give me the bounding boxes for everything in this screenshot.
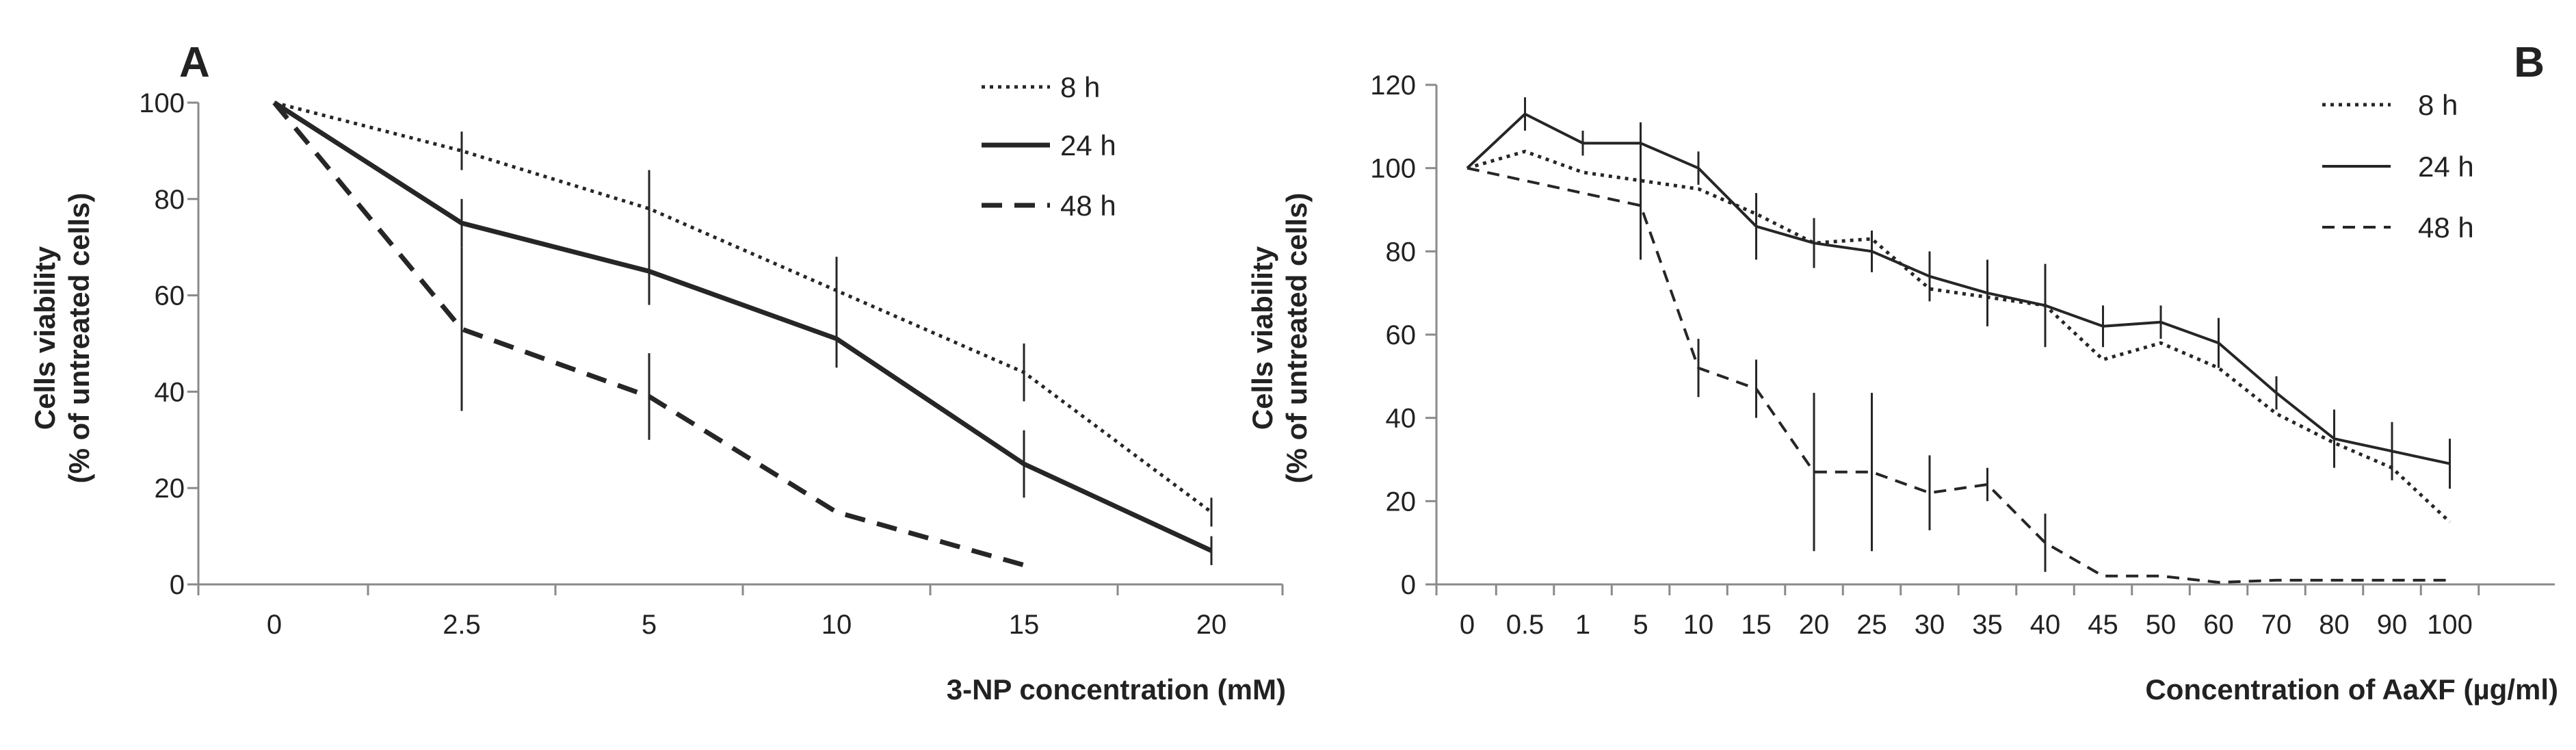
- y-tick-label: 80: [155, 185, 185, 215]
- y-tick-label: 20: [155, 474, 185, 504]
- panel-b-y-ticks: 0 20 40 60 80 100 120: [1370, 70, 1436, 600]
- panel-a-legend-label-48h: 48 h: [1060, 190, 1116, 222]
- x-tick-label: 5: [642, 610, 657, 640]
- panel-a-x-ticks: 0 2.5 5 10 15 20: [197, 584, 1284, 640]
- panel-b-legend-label-8h: 8 h: [2418, 89, 2458, 121]
- x-tick-label: 1: [1575, 610, 1590, 640]
- y-tick-label: 120: [1370, 70, 1416, 101]
- x-tick-label: 2.5: [443, 610, 481, 640]
- x-tick-label: 90: [2377, 610, 2408, 640]
- x-tick-label: 20: [1196, 610, 1227, 640]
- series-line-24h: [273, 101, 1213, 553]
- panel-b-series: [1466, 97, 2452, 584]
- x-tick-label: 15: [1741, 610, 1772, 640]
- panel-b-x-axis-title: Concentration of AaXF (µg/ml): [2145, 673, 2558, 706]
- x-tick-label: 10: [1683, 610, 1714, 640]
- x-tick-label: 20: [1799, 610, 1830, 640]
- panel-b-x-ticks: 0 0.5 1 5 10 15 20 25 30 35 40 45 50 60 70 80 90 100: [1435, 584, 2480, 640]
- y-tick-label: 40: [1386, 404, 1417, 434]
- series-line-48h: [1467, 166, 2450, 584]
- y-tick-label: 100: [1370, 154, 1416, 184]
- panel-a-legend: 8 h 24 h 48 h: [982, 71, 1116, 222]
- panel-b-y-axis-title: Cells viability (% of untreated cells): [1246, 193, 1313, 484]
- panel-b: B Cells viability (% of untreated cells)…: [1246, 39, 2558, 706]
- x-tick-label: 10: [822, 610, 852, 640]
- series-line-8h: [274, 101, 1213, 514]
- panel-a-letter: A: [179, 39, 210, 86]
- y-tick-label: 60: [1386, 320, 1417, 350]
- y-tick-label: 0: [1401, 570, 1416, 600]
- y-tick-label: 100: [139, 88, 185, 118]
- y-tick-label: 0: [170, 570, 185, 600]
- x-tick-label: 35: [1972, 610, 2003, 640]
- y-tick-label: 40: [155, 377, 185, 407]
- panel-a-y-axis-title: Cells viability (% of untreated cells): [29, 193, 95, 484]
- x-tick-label: 45: [2088, 610, 2118, 640]
- panel-a: A Cells viability (% of untreated cells)…: [29, 39, 1286, 706]
- x-tick-label: 30: [1915, 610, 1945, 640]
- x-tick-label: 50: [2146, 610, 2177, 640]
- y-tick-label: 80: [1386, 237, 1417, 267]
- panel-a-y-axis-title-line1: Cells viability: [29, 246, 61, 430]
- series-line-8h: [1467, 149, 2452, 523]
- x-tick-label: 80: [2319, 610, 2350, 640]
- panel-a-y-axis-title-line2: (% of untreated cells): [63, 193, 95, 484]
- panel-a-y-ticks: 0 20 40 60 80 100: [139, 88, 198, 600]
- panel-b-legend: 8 h 24 h 48 h: [2322, 89, 2474, 244]
- panel-a-x-axis-title: 3-NP concentration (mM): [947, 673, 1286, 706]
- x-tick-label: 0: [267, 610, 282, 640]
- y-tick-label: 20: [1386, 487, 1417, 517]
- panel-b-letter: B: [2514, 39, 2545, 86]
- x-tick-label: 40: [2030, 610, 2061, 640]
- x-tick-label: 5: [1633, 610, 1648, 640]
- series-line-24h: [1466, 112, 2450, 465]
- y-tick-label: 60: [155, 281, 185, 311]
- panel-b-legend-label-24h: 24 h: [2418, 151, 2474, 183]
- x-tick-label: 70: [2261, 610, 2292, 640]
- panel-b-legend-label-48h: 48 h: [2418, 211, 2474, 244]
- x-tick-label: 15: [1009, 610, 1040, 640]
- x-tick-label: 60: [2203, 610, 2234, 640]
- panel-a-legend-label-24h: 24 h: [1060, 129, 1116, 161]
- x-tick-label: 0.5: [1506, 610, 1545, 640]
- panel-b-y-axis-title-line2: (% of untreated cells): [1280, 193, 1313, 484]
- panel-a-series: [272, 101, 1213, 568]
- panel-a-legend-label-8h: 8 h: [1060, 71, 1100, 103]
- x-tick-label: 100: [2427, 610, 2473, 640]
- x-tick-label: 25: [1856, 610, 1887, 640]
- x-tick-label: 0: [1460, 610, 1475, 640]
- panel-b-y-axis-title-line1: Cells viability: [1246, 246, 1278, 430]
